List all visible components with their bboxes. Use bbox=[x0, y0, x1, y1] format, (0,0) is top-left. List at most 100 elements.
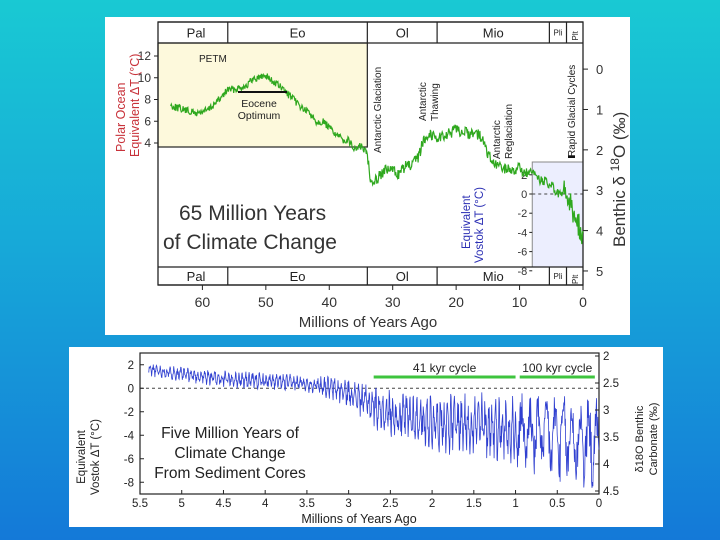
annotation-reglaciation: Reglaciation bbox=[504, 104, 515, 159]
right-tick-label: 4.5 bbox=[603, 486, 619, 498]
cycle-label: 41 kyr cycle bbox=[413, 361, 477, 375]
x-axis-ticks-bottom: 5.5 5 4.5 4 3.5 3 2.5 2 1.5 1 0.5 0 bbox=[132, 490, 602, 510]
right-tick-label: 2.5 bbox=[603, 378, 619, 390]
annotation-petm: PETM bbox=[199, 54, 227, 65]
x-tick-label: 30 bbox=[385, 294, 401, 310]
right-axis-label: Benthic δ 18O (‰) bbox=[608, 112, 629, 247]
right-axis-ticks: 0 1 2 3 4 5 bbox=[583, 62, 603, 279]
series-line-benthic-d18o bbox=[170, 73, 584, 245]
x-tick-label: 0.5 bbox=[549, 498, 565, 510]
inset-axis-ticks: 2 0 -2 -4 -6 -8 bbox=[517, 170, 533, 278]
cycle-label: 100 kyr cycle bbox=[522, 361, 592, 375]
climate-5my-svg: 41 kyr cycle 100 kyr cycle 5.5 5 4.5 4 3.5 3 2.… bbox=[76, 351, 660, 526]
epoch-label-pal: Pal bbox=[187, 269, 206, 284]
x-tick-label: 50 bbox=[258, 294, 274, 310]
climate-5my-chart: 41 kyr cycle 100 kyr cycle 5.5 5 4.5 4 3.5 3 2.… bbox=[69, 347, 663, 527]
right-tick-label: 2 bbox=[596, 143, 603, 158]
right-tick-label: 2 bbox=[603, 351, 609, 363]
left-tick-label: -8 bbox=[124, 477, 134, 489]
epoch-label-plt: Plt bbox=[571, 30, 580, 40]
inset-tick-label: -2 bbox=[517, 208, 527, 220]
epoch-label-ol: Ol bbox=[396, 26, 409, 41]
right-axis-label-line1: δ18O Benthic bbox=[634, 405, 646, 472]
x-tick-label: 2.5 bbox=[382, 498, 398, 510]
left-tick-label: 6 bbox=[144, 114, 151, 128]
left-tick-label: 10 bbox=[138, 71, 152, 85]
annotation-eocene: Eocene bbox=[241, 98, 277, 110]
epoch-label-pli: Pli bbox=[553, 29, 562, 38]
left-tick-label: -4 bbox=[124, 430, 135, 442]
x-tick-label: 2 bbox=[429, 498, 435, 510]
x-tick-label: 3 bbox=[345, 498, 351, 510]
annotation-antarctic-line2: Antarctic bbox=[492, 120, 503, 159]
left-tick-label: 2 bbox=[128, 360, 134, 372]
x-tick-label: 3.5 bbox=[299, 498, 315, 510]
epoch-label-pal: Pal bbox=[187, 26, 206, 41]
climate-65my-svg: Pal Eo Ol Mio Pli Plt Pal Eo Ol Mio Pli Plt 60 50 40… bbox=[114, 21, 629, 331]
vostok-inset-box bbox=[531, 161, 584, 268]
right-tick-label: 3 bbox=[603, 405, 609, 417]
annotation-thawing: Thawing bbox=[430, 83, 441, 121]
inset-axis-label-line1: Equivalent bbox=[461, 194, 473, 249]
x-tick-label: 10 bbox=[512, 294, 528, 310]
annotation-rapid-glacial-cycles: Rapid Glacial Cycles bbox=[567, 65, 578, 157]
x-tick-label: 5.5 bbox=[132, 498, 148, 510]
x-axis-ticks: 60 50 40 30 20 10 0 bbox=[195, 285, 587, 310]
chart-title-line2: Climate Change bbox=[174, 445, 285, 462]
annotation-antarctic-line1: Antarctic bbox=[418, 82, 429, 121]
left-tick-label: 4 bbox=[144, 136, 151, 150]
right-tick-label: 4 bbox=[603, 459, 610, 471]
epoch-bar-top: Pal Eo Ol Mio Pli Plt bbox=[158, 21, 583, 44]
inset-tick-label: 2 bbox=[521, 170, 527, 182]
right-axis-label-line2: Carbonate (‰) bbox=[648, 403, 660, 476]
left-tick-label: 8 bbox=[144, 93, 151, 107]
right-tick-label: 4 bbox=[596, 224, 603, 239]
left-axis-label-line2: Vostok ΔT (°C) bbox=[90, 419, 102, 495]
inset-tick-label: 0 bbox=[521, 189, 527, 201]
epoch-bar-bottom: Pal Eo Ol Mio Pli Plt bbox=[158, 266, 583, 286]
x-tick-label: 0 bbox=[579, 294, 587, 310]
chart-title-line3: From Sediment Cores bbox=[154, 465, 306, 482]
chart-title-line1: Five Million Years of bbox=[161, 425, 300, 442]
inset-tick-label: -6 bbox=[517, 247, 527, 259]
annotation-optimum: Optimum bbox=[238, 110, 281, 122]
chart-title-line1: 65 Million Years bbox=[179, 202, 326, 225]
x-axis-label: Millions of Years Ago bbox=[299, 314, 437, 331]
series-line-vostok bbox=[148, 364, 600, 488]
left-axis-ticks-bottom: 2 0 -2 -4 -6 -8 bbox=[124, 360, 144, 489]
x-tick-label: 4.5 bbox=[215, 498, 231, 510]
right-tick-label: 5 bbox=[596, 264, 603, 279]
right-tick-label: 3 bbox=[596, 183, 603, 198]
left-tick-label: 12 bbox=[138, 49, 152, 63]
left-tick-label: -2 bbox=[124, 407, 134, 419]
x-tick-label: 1 bbox=[512, 498, 518, 510]
right-axis-ticks-bottom: 2 2.5 3 3.5 4 4.5 bbox=[595, 351, 619, 498]
epoch-label-eo: Eo bbox=[290, 26, 306, 41]
left-axis-ticks: 12 10 8 6 4 bbox=[138, 49, 158, 150]
right-tick-label: 3.5 bbox=[603, 432, 619, 444]
inset-tick-label: -8 bbox=[517, 266, 527, 278]
epoch-label-ol: Ol bbox=[396, 269, 409, 284]
chart-title-line2: of Climate Change bbox=[163, 231, 337, 254]
x-tick-label: 40 bbox=[321, 294, 337, 310]
epoch-label-plt: Plt bbox=[571, 274, 580, 284]
x-tick-label: 60 bbox=[195, 294, 211, 310]
left-tick-label: 0 bbox=[128, 383, 134, 395]
x-tick-label: 5 bbox=[179, 498, 185, 510]
left-axis-label-line1: Polar Ocean bbox=[114, 82, 128, 152]
cycle-bars: 41 kyr cycle 100 kyr cycle bbox=[373, 361, 595, 379]
x-axis-label-bottom: Millions of Years Ago bbox=[301, 512, 416, 526]
eocene-highlight-box bbox=[157, 42, 368, 148]
epoch-label-mio: Mio bbox=[483, 26, 504, 41]
epoch-label-mio: Mio bbox=[483, 269, 504, 284]
plot-frame-bottom bbox=[139, 352, 600, 495]
x-tick-label: 1.5 bbox=[466, 498, 482, 510]
epoch-label-pli: Pli bbox=[553, 272, 562, 281]
inset-tick-label: -4 bbox=[517, 227, 527, 239]
left-axis-label-line1: Equivalent bbox=[76, 429, 88, 484]
left-tick-label: -6 bbox=[124, 454, 134, 466]
epoch-label-eo: Eo bbox=[290, 269, 306, 284]
x-tick-label: 0 bbox=[596, 498, 602, 510]
annotation-antarctic-glaciation: Antarctic Glaciation bbox=[373, 67, 384, 153]
inset-axis-label-line2: Vostok ΔT (°C) bbox=[474, 187, 486, 263]
